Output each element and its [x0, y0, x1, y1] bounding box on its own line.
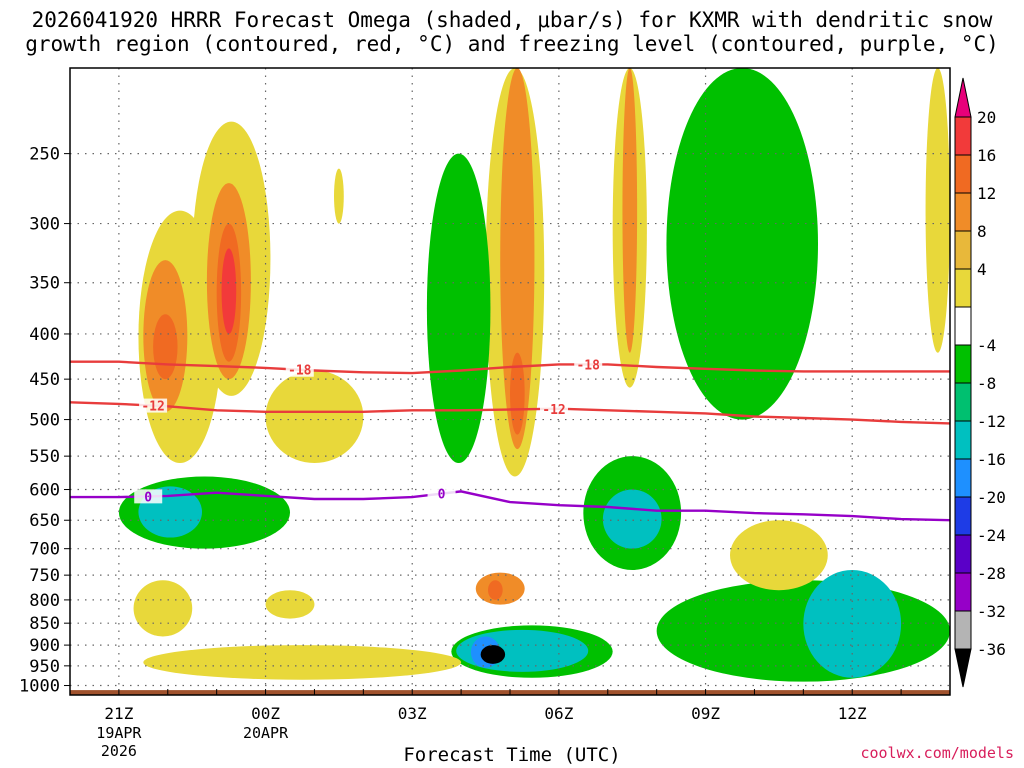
colorbar-label-12: 12 — [977, 184, 996, 203]
omega-region-6 — [221, 248, 237, 334]
x-tick-label-03Z: 03Z — [398, 704, 427, 723]
colorbar-segment — [954, 116, 972, 156]
x-axis-title: Forecast Time (UTC) — [403, 744, 621, 766]
colorbar-label-4: 4 — [977, 260, 987, 279]
contour-label-bg — [427, 486, 456, 501]
x-tick-sublabel: 20APR — [243, 724, 289, 742]
chart-title-line-2: growth region (contoured, red, °C) and f… — [25, 32, 999, 56]
temperature-contours: -18 -18 -12 -12 0 0 — [70, 357, 950, 522]
colorbar-segment — [954, 154, 972, 194]
colorbar-bottom-cap — [954, 648, 972, 688]
contour-label: 0 — [438, 488, 446, 503]
y-tick-label-550: 550 — [29, 447, 60, 467]
colorbar-label--20: -20 — [977, 488, 1006, 507]
y-tick-label-400: 400 — [29, 325, 60, 345]
colorbar-segment — [954, 572, 972, 612]
contour-label-bg — [139, 398, 168, 413]
omega-region-2 — [153, 314, 178, 380]
omega-region-29 — [265, 590, 315, 619]
colorbar-segment — [954, 610, 972, 650]
colorbar-segment — [954, 382, 972, 422]
omega-region-24 — [488, 580, 503, 600]
chart-title-line-1: 2026041920 HRRR Forecast Omega (shaded, … — [31, 8, 993, 32]
colorbar-segment — [954, 230, 972, 270]
omega-region-14 — [426, 153, 491, 464]
contour-label-bg — [574, 357, 603, 372]
x-tick-label-06Z: 06Z — [544, 704, 573, 723]
y-tick-label-300: 300 — [29, 215, 60, 235]
colorbar-label-16: 16 — [977, 146, 996, 165]
x-tick-label-12Z: 12Z — [838, 704, 867, 723]
y-tick-label-850: 850 — [29, 614, 60, 634]
omega-region-30 — [143, 645, 462, 680]
contour-line-0 — [70, 490, 950, 522]
omega-region-32 — [925, 68, 950, 353]
plot-frame — [69, 67, 951, 696]
colorbar-label--16: -16 — [977, 450, 1006, 469]
omega-region-7 — [265, 370, 364, 464]
colorbar-label--36: -36 — [977, 640, 1006, 659]
colorbar-label--12: -12 — [977, 412, 1006, 431]
colorbar-label-8: 8 — [977, 222, 987, 241]
x-tick-sublabel: 19APR — [96, 724, 142, 742]
omega-region-13 — [622, 68, 638, 353]
y-tick-label-1000: 1000 — [19, 677, 60, 697]
x-tick-sublabel: 2026 — [101, 742, 137, 760]
y-tick-label-700: 700 — [29, 540, 60, 560]
contour-line--18 — [70, 360, 950, 375]
contour-label-bg — [285, 362, 314, 377]
y-tick-label-750: 750 — [29, 566, 60, 586]
y-tick-label-650: 650 — [29, 511, 60, 531]
colorbar-label--28: -28 — [977, 564, 1006, 583]
contour-label-bg — [540, 401, 568, 416]
colorbar-segment — [954, 268, 972, 308]
colorbar-segment — [954, 192, 972, 232]
colorbar-segment — [954, 420, 972, 460]
y-tick-label-500: 500 — [29, 411, 60, 431]
x-tick-label-21Z: 21Z — [104, 704, 133, 723]
omega-region-31 — [730, 520, 828, 591]
colorbar-label--8: -8 — [977, 374, 996, 393]
y-tick-label-900: 900 — [29, 636, 60, 656]
omega-region-26 — [656, 580, 950, 682]
colorbar-label--4: -4 — [977, 336, 996, 355]
y-tick-label-800: 800 — [29, 591, 60, 611]
colorbar-segment — [954, 458, 972, 498]
y-tick-label-600: 600 — [29, 481, 60, 501]
contour-label-bg — [134, 489, 163, 504]
y-tick-label-950: 950 — [29, 657, 60, 677]
contour-label: -12 — [141, 400, 164, 415]
omega-shading — [70, 68, 950, 695]
colorbar-segment — [954, 496, 972, 536]
omega-region-28 — [133, 580, 193, 637]
contour-label: -18 — [576, 358, 600, 373]
y-tick-label-450: 450 — [29, 370, 60, 390]
contour-label: 0 — [144, 490, 152, 505]
colorbar-segment — [954, 344, 972, 384]
omega-region-16 — [602, 489, 662, 549]
colorbar-label--24: -24 — [977, 526, 1006, 545]
colorbar-segment — [954, 306, 972, 346]
omega-region-25 — [666, 68, 818, 420]
colorbar-label-20: 20 — [977, 108, 996, 127]
x-tick-label-00Z: 00Z — [251, 704, 280, 723]
colorbar-segment — [954, 534, 972, 574]
colorbar: 20 16 12 8 4 -4 -8 -12 -16 -20 -24 -28 -32 -36 — [954, 77, 1006, 688]
contour-label: -12 — [542, 403, 565, 418]
omega-region-10 — [500, 68, 535, 450]
contour-label: -18 — [288, 364, 312, 379]
pressure-axis: 2503003504004505005506006507007508008509… — [19, 145, 70, 697]
credit-text: coolwx.com/models — [860, 744, 1014, 762]
y-tick-label-350: 350 — [29, 274, 60, 294]
omega-region-11 — [509, 352, 525, 435]
y-tick-label-250: 250 — [29, 145, 60, 165]
colorbar-top-cap — [954, 77, 972, 118]
x-tick-label-09Z: 09Z — [691, 704, 720, 723]
colorbar-label--32: -32 — [977, 602, 1006, 621]
omega-region-8 — [334, 168, 344, 224]
contour-line--12 — [70, 401, 950, 425]
omega-region-22 — [480, 645, 506, 664]
